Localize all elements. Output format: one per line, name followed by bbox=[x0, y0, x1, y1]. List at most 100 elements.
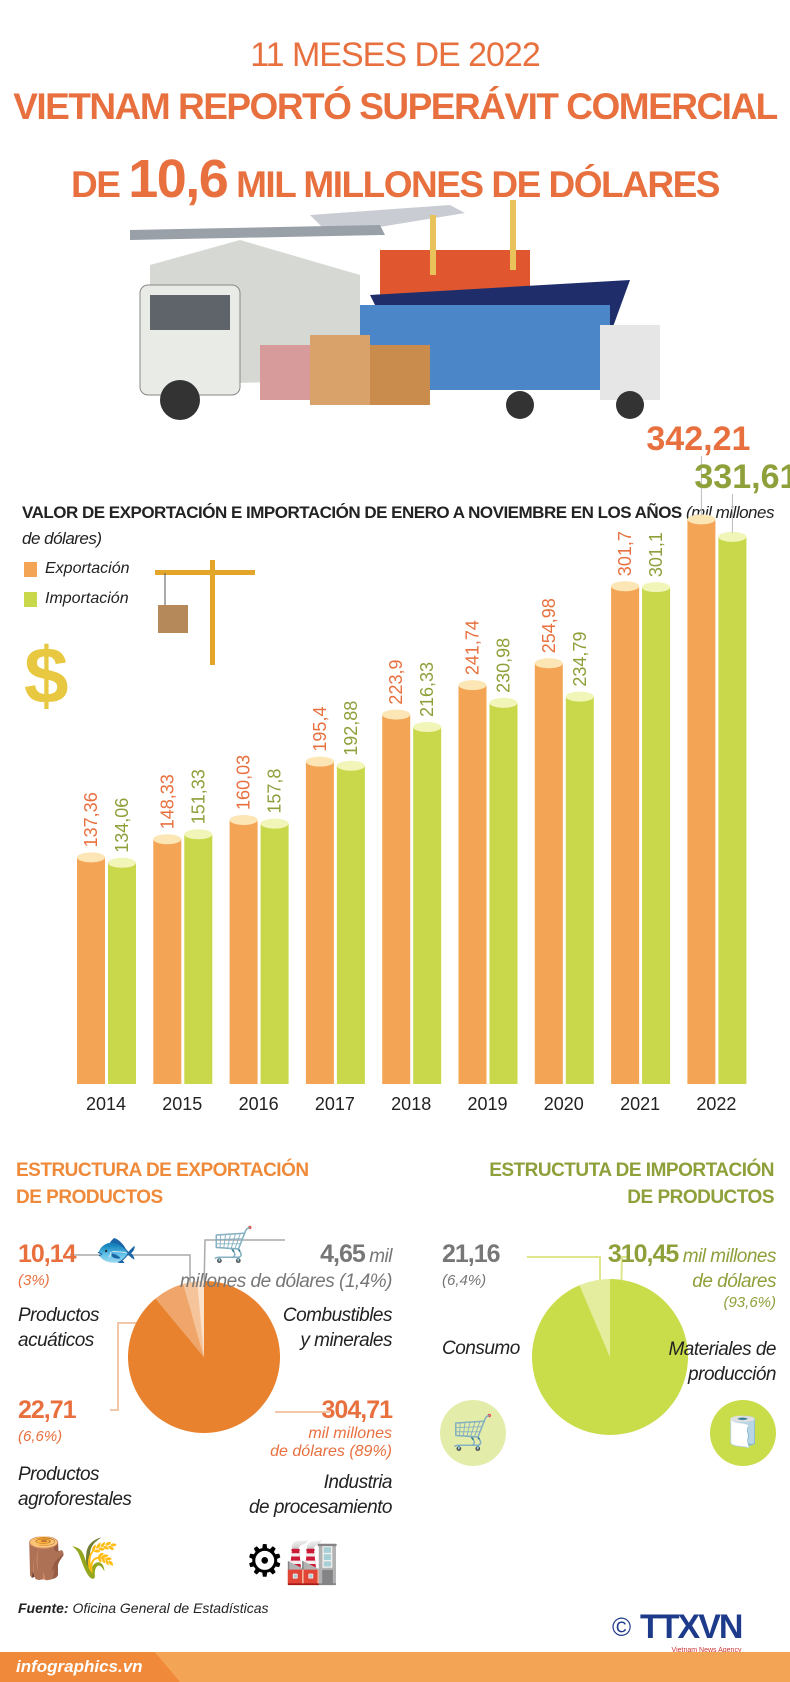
agro-value: 22,71 bbox=[18, 1396, 77, 1424]
source-note: Fuente: Oficina General de Estadísticas bbox=[18, 1600, 269, 1616]
legend-export: Exportación bbox=[24, 560, 130, 578]
bar-cap bbox=[184, 829, 213, 840]
value-label-import-2015: 151,33 bbox=[188, 769, 208, 824]
consumo-pct: (6,4%) bbox=[442, 1272, 487, 1289]
processing-unit-1: mil millones bbox=[308, 1425, 392, 1442]
bar-import-2020 bbox=[565, 696, 594, 1084]
aquatic-label-1: Productos bbox=[18, 1305, 100, 1326]
export-title-line1: ESTRUCTURA DE EXPORTACIÓN bbox=[16, 1160, 309, 1181]
fuel-label-1: Combustibles bbox=[282, 1305, 393, 1326]
bar-import-2019 bbox=[489, 702, 518, 1084]
source-text: Oficina General de Estadísticas bbox=[72, 1600, 269, 1616]
value-label-import-2018: 216,33 bbox=[417, 662, 437, 717]
value-label-export-2022: 342,21 bbox=[646, 420, 750, 458]
materials-value-block: 310,45 mil millones de dólares (93,6%) bbox=[608, 1240, 777, 1311]
source-label: Fuente: bbox=[18, 1600, 69, 1616]
value-label-import-2020: 234,79 bbox=[570, 632, 590, 687]
logo-subtitle: Vietnam News Agency bbox=[671, 1647, 742, 1654]
bar-export-2015 bbox=[153, 839, 182, 1084]
import-title-line1: ESTRUCTUTA DE IMPORTACIÓN bbox=[489, 1160, 774, 1181]
bar-cap bbox=[413, 722, 442, 733]
header-title: VIETNAM REPORTÓ SUPERÁVIT COMERCIAL bbox=[13, 86, 778, 127]
materials-label: Materiales de producción bbox=[668, 1337, 776, 1387]
value-label-import-2017: 192,88 bbox=[341, 701, 361, 756]
year-label-2020: 2020 bbox=[544, 1094, 584, 1114]
subtitle-prefix: DE bbox=[71, 164, 121, 205]
year-label-2022: 2022 bbox=[696, 1094, 736, 1114]
bar-cap bbox=[642, 582, 671, 593]
export-pie-slice-aquatic bbox=[183, 1281, 204, 1357]
fuel-value-block: 4,65 mil millones de dólares (1,4%) bbox=[180, 1240, 392, 1294]
materials-roll-icon: 🧻 bbox=[710, 1400, 776, 1466]
bar-cap bbox=[687, 514, 716, 525]
export-structure-title: ESTRUCTURA DE EXPORTACIÓN DE PRODUCTOS bbox=[16, 1157, 309, 1211]
legend-label-export: Exportación bbox=[45, 560, 130, 577]
aquatic-label: Productos acuáticos bbox=[18, 1303, 100, 1353]
import-title-line2: DE PRODUCTOS bbox=[627, 1187, 774, 1208]
subtitle-suffix: MIL MILLONES DE DÓLARES bbox=[236, 164, 720, 205]
bar-import-2016 bbox=[260, 823, 289, 1084]
bar-cap bbox=[611, 581, 640, 592]
shopping-cart-icon: 🛒 bbox=[440, 1400, 506, 1466]
site-link[interactable]: infographics.vn bbox=[0, 1652, 180, 1682]
bar-cap bbox=[534, 658, 563, 669]
value-label-export-2018: 223,9 bbox=[386, 660, 406, 705]
fuel-unit-pct: millones de dólares (1,4%) bbox=[180, 1271, 392, 1292]
processing-value-block: 304,71 mil millones de dólares (89%) bbox=[270, 1396, 393, 1461]
fuel-unit: mil bbox=[369, 1246, 392, 1267]
copyright-icon: © bbox=[612, 1612, 632, 1642]
wood-rice-icon: 🪵🌾 bbox=[20, 1537, 120, 1581]
bar-cap bbox=[382, 709, 411, 720]
legend-import: Importación bbox=[24, 590, 129, 608]
bar-cap bbox=[153, 834, 182, 845]
bar-cap bbox=[260, 818, 289, 829]
value-label-import-2016: 157,8 bbox=[265, 769, 285, 814]
bar-import-2017 bbox=[336, 765, 365, 1084]
bar-export-2021 bbox=[611, 586, 640, 1084]
fish-icon: 🐟 bbox=[95, 1231, 138, 1269]
value-label-export-2017: 195,4 bbox=[310, 707, 330, 752]
export-title-line2: DE PRODUCTOS bbox=[16, 1187, 163, 1208]
value-label-export-2015: 148,33 bbox=[157, 774, 177, 829]
agro-label-1: Productos bbox=[18, 1464, 100, 1485]
surplus-value: 10,6 bbox=[128, 149, 229, 209]
header-period: 11 MESES DE 2022 bbox=[250, 36, 541, 74]
year-label-2018: 2018 bbox=[391, 1094, 431, 1114]
value-label-import-2021: 301,1 bbox=[646, 532, 666, 577]
aquatic-pct: (3%) bbox=[18, 1272, 50, 1289]
bar-export-2014 bbox=[77, 857, 105, 1084]
bar-cap bbox=[489, 697, 518, 708]
agro-label: Productos agroforestales bbox=[18, 1462, 132, 1512]
year-label-2016: 2016 bbox=[239, 1094, 279, 1114]
value-label-export-2014: 137,36 bbox=[81, 792, 101, 847]
trade-illustration bbox=[130, 200, 660, 420]
bar-chart: 137,36 134,06 2014 148,33 151,33 2015 160,03 15… bbox=[77, 420, 790, 1114]
processing-label: Industria de procesamiento bbox=[249, 1470, 393, 1520]
legend-swatch-import bbox=[24, 591, 37, 607]
bar-cap bbox=[77, 852, 105, 863]
bar-import-2014 bbox=[108, 862, 136, 1084]
fuel-label-2: y minerales bbox=[300, 1330, 392, 1351]
bar-export-2019 bbox=[458, 685, 487, 1084]
mine-cart-icon: 🛒 bbox=[212, 1226, 255, 1264]
processing-value: 304,71 bbox=[321, 1396, 393, 1424]
bar-import-2021 bbox=[642, 587, 671, 1084]
bar-export-2018 bbox=[382, 714, 411, 1084]
fuel-value: 4,65 bbox=[320, 1240, 366, 1268]
year-label-2014: 2014 bbox=[86, 1094, 126, 1114]
year-label-2021: 2021 bbox=[620, 1094, 660, 1114]
export-pie-slice-processing bbox=[128, 1281, 281, 1433]
agro-label-2: agroforestales bbox=[18, 1489, 132, 1510]
materials-pct: (93,6%) bbox=[723, 1294, 776, 1311]
bar-cap bbox=[336, 760, 365, 771]
import-pie-slice-materials bbox=[532, 1279, 689, 1435]
materials-label-1: Materiales de bbox=[668, 1339, 776, 1360]
year-label-2017: 2017 bbox=[315, 1094, 355, 1114]
export-pie-slice-fuel bbox=[197, 1281, 204, 1357]
bar-cap bbox=[565, 691, 594, 702]
consumo-value: 21,16 bbox=[442, 1240, 501, 1268]
aquatic-label-2: acuáticos bbox=[18, 1330, 94, 1351]
processing-label-1: Industria bbox=[323, 1472, 393, 1493]
bar-export-2022 bbox=[687, 519, 716, 1084]
industry-icon: ⚙🏭 bbox=[245, 1537, 340, 1586]
